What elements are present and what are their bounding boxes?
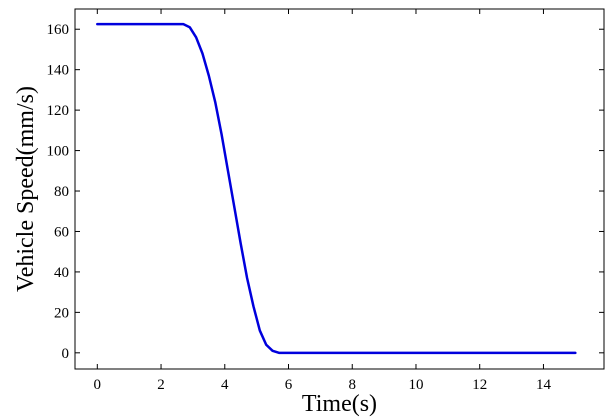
x-tick-label: 4 bbox=[221, 377, 229, 393]
x-axis-title: Time(s) bbox=[302, 391, 377, 417]
x-tick-label: 8 bbox=[348, 377, 356, 393]
x-tick-label: 0 bbox=[94, 377, 102, 393]
x-tick-label: 14 bbox=[536, 377, 552, 393]
y-tick-label: 40 bbox=[54, 265, 69, 281]
y-axis-title: Vehicle Speed(mm/s) bbox=[13, 86, 39, 292]
y-tick-label: 160 bbox=[47, 22, 70, 38]
x-tick-label: 6 bbox=[285, 377, 293, 393]
ticks bbox=[75, 9, 604, 369]
x-tick-label: 10 bbox=[408, 377, 423, 393]
y-tick-label: 20 bbox=[54, 305, 69, 321]
series-layer bbox=[96, 22, 577, 355]
y-tick-label: 60 bbox=[54, 224, 69, 240]
y-tick-label: 80 bbox=[54, 184, 69, 200]
y-tick-label: 140 bbox=[47, 63, 70, 79]
x-tick-label: 2 bbox=[157, 377, 165, 393]
y-tick-label: 0 bbox=[62, 346, 70, 362]
plot-frame bbox=[74, 8, 605, 370]
y-tick-label: 120 bbox=[47, 103, 70, 119]
y-tick-label: 100 bbox=[47, 144, 70, 160]
series-line bbox=[96, 22, 577, 355]
x-tick-label: 12 bbox=[472, 377, 487, 393]
